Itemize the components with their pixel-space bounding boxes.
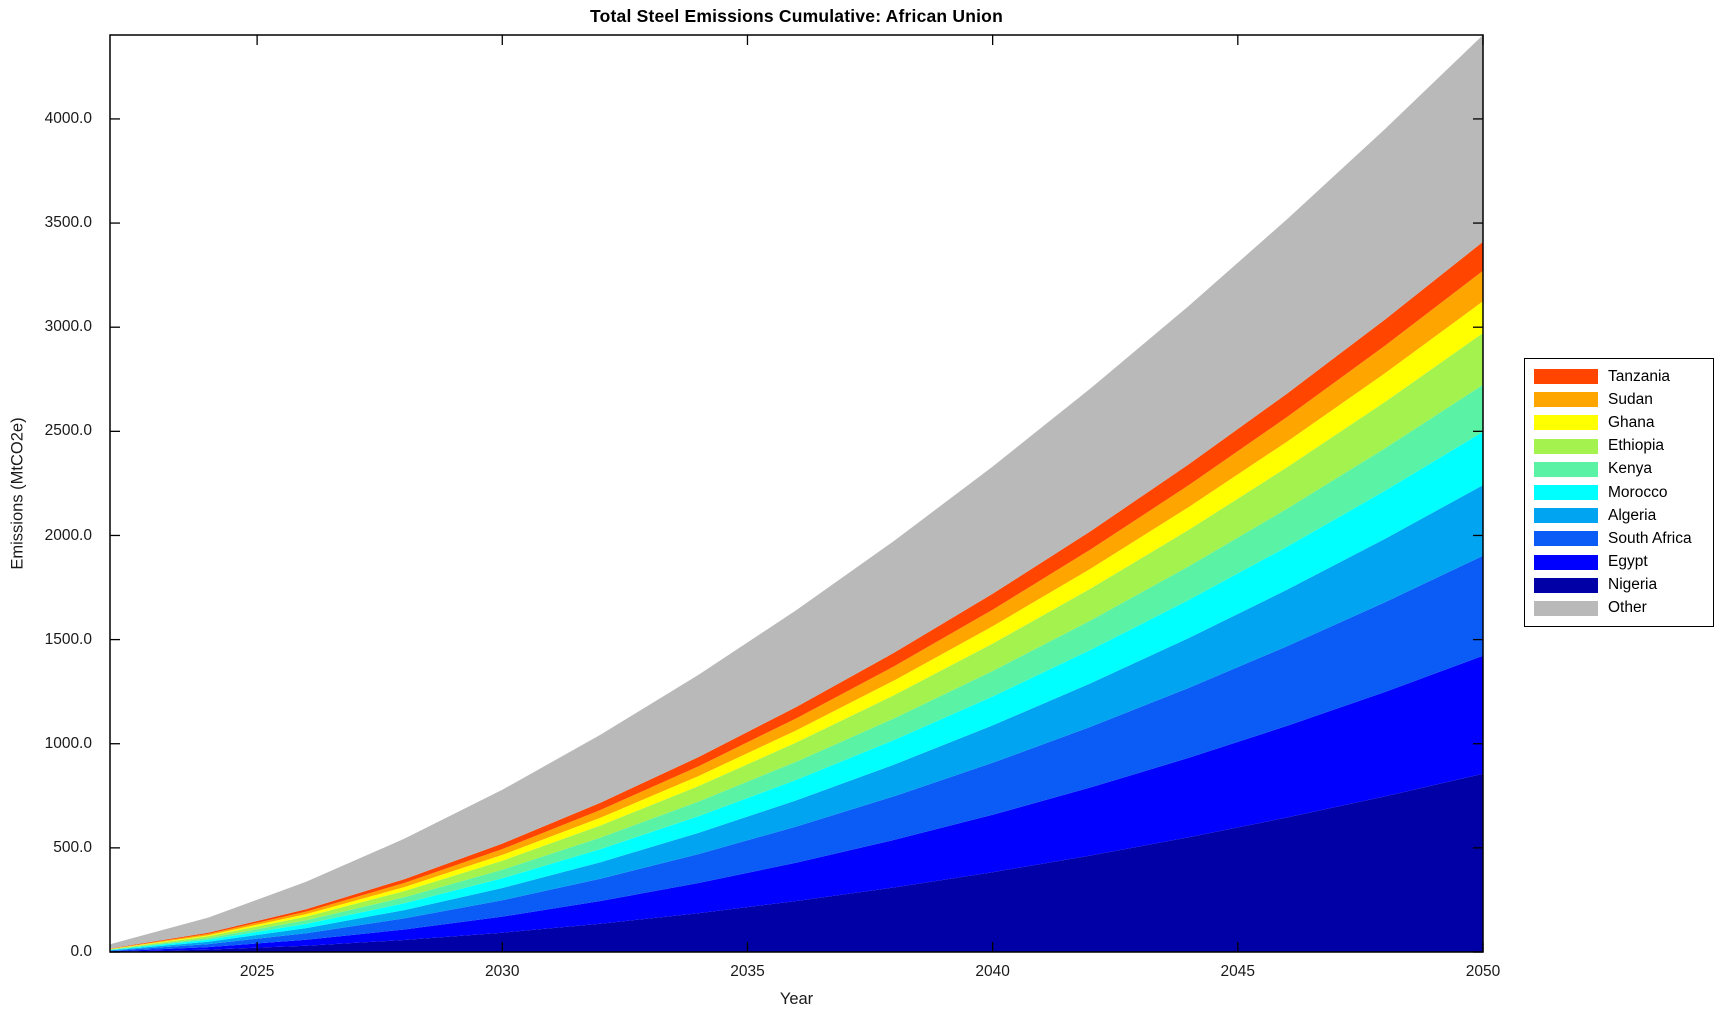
- y-axis-label: Emissions (MtCO2e): [8, 417, 27, 570]
- legend-swatch-egypt: [1534, 554, 1598, 570]
- x-tick-label: 2030: [485, 963, 520, 980]
- y-tick-label: 3000.0: [44, 318, 92, 336]
- legend-label: Tanzania: [1608, 367, 1671, 385]
- legend-label: Algeria: [1608, 506, 1657, 524]
- legend-label: Egypt: [1608, 553, 1648, 571]
- y-tick-label: 500.0: [53, 838, 92, 856]
- legend-swatch-other: [1534, 600, 1598, 616]
- x-tick-label: 2050: [1465, 963, 1501, 980]
- legend-item-other: Other: [1534, 597, 1713, 620]
- legend-label: Morocco: [1608, 483, 1668, 501]
- legend-swatch-kenya: [1534, 461, 1598, 477]
- legend-swatch-algeria: [1534, 508, 1598, 524]
- y-tick-label: 3500.0: [44, 214, 92, 232]
- legend-swatch-morocco: [1534, 485, 1598, 501]
- x-tick-label: 2040: [975, 963, 1010, 980]
- area-nigeria: [110, 773, 1483, 952]
- legend-item-algeria: Algeria: [1534, 504, 1713, 527]
- y-tick-label: 0.0: [70, 943, 92, 960]
- area-egypt: [110, 655, 1483, 952]
- y-tick-label: 1500.0: [44, 630, 92, 648]
- y-tick-label: 2000.0: [44, 526, 92, 544]
- chart-title: Total Steel Emissions Cumulative: Africa…: [590, 6, 1003, 26]
- legend-label: Sudan: [1608, 390, 1653, 408]
- legend-item-sudan: Sudan: [1534, 388, 1713, 411]
- plot-border: [109, 34, 1484, 953]
- x-tick-label: 2025: [239, 963, 275, 980]
- legend-swatch-ethiopia: [1534, 438, 1598, 454]
- legend-item-kenya: Kenya: [1534, 458, 1713, 481]
- y-tick-label: 1000.0: [44, 734, 92, 752]
- y-tick-label: 4000.0: [44, 109, 92, 127]
- x-tick-label: 2045: [1220, 963, 1256, 980]
- legend-label: Nigeria: [1608, 576, 1658, 594]
- legend-swatch-ghana: [1534, 415, 1598, 431]
- legend-swatch-tanzania: [1534, 369, 1598, 385]
- legend-label: Other: [1608, 599, 1647, 617]
- legend-item-ghana: Ghana: [1534, 411, 1713, 434]
- legend-label: Ghana: [1608, 413, 1655, 431]
- legend-label: Ethiopia: [1608, 437, 1665, 455]
- legend-box: Tanzania Sudan Ghana Ethiopia Kenya Morocco Al…: [1524, 358, 1714, 628]
- legend-item-ethiopia: Ethiopia: [1534, 435, 1713, 458]
- x-tick-label: 2035: [730, 963, 765, 980]
- legend-item-nigeria: Nigeria: [1534, 574, 1713, 597]
- legend-item-egypt: Egypt: [1534, 551, 1713, 574]
- legend-item-tanzania: Tanzania: [1534, 365, 1713, 388]
- x-axis-label: Year: [779, 990, 814, 1008]
- y-tick-label: 2500.0: [44, 422, 92, 440]
- legend-label: South Africa: [1608, 529, 1692, 547]
- legend-swatch-sudan: [1534, 392, 1598, 408]
- legend-swatch-nigeria: [1534, 577, 1598, 593]
- legend-label: Kenya: [1608, 460, 1652, 478]
- legend-swatch-south-africa: [1534, 531, 1598, 547]
- legend-item-south-africa: South Africa: [1534, 527, 1713, 550]
- legend-item-morocco: Morocco: [1534, 481, 1713, 504]
